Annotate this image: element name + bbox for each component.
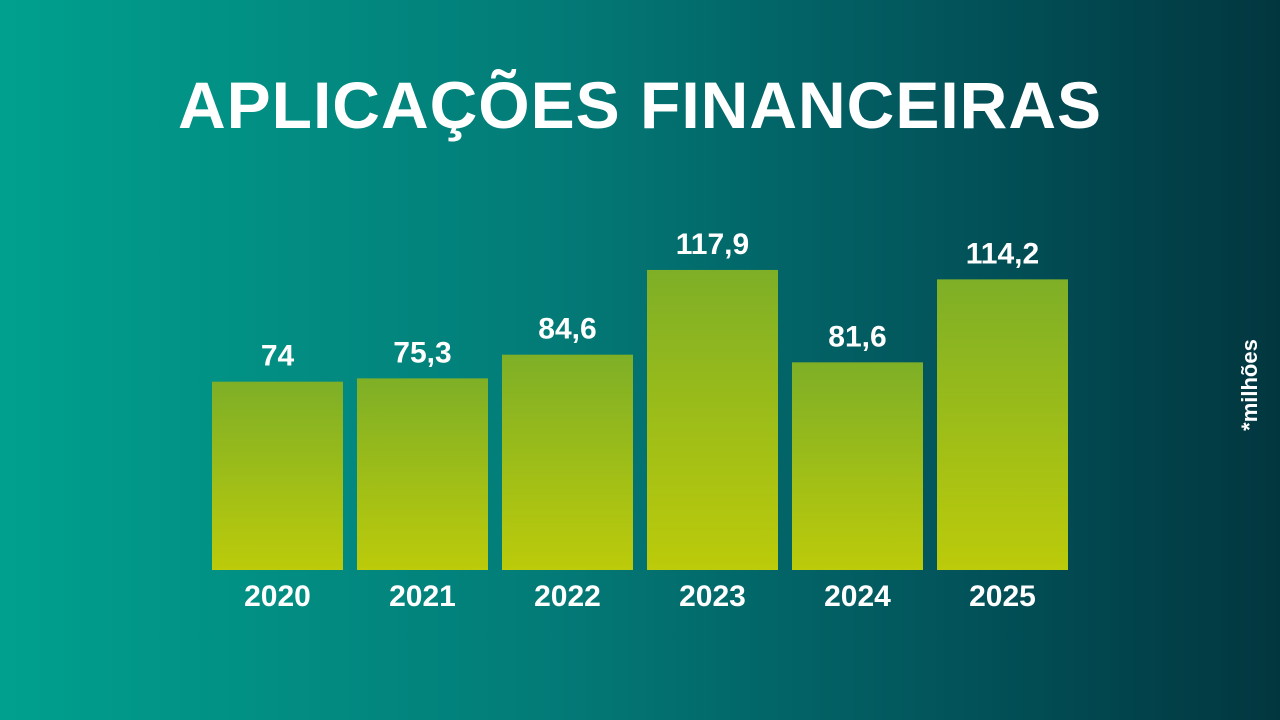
category-label-2022: 2022 (534, 580, 601, 613)
bar-2025 (937, 279, 1068, 570)
bar-2022 (502, 354, 633, 570)
category-label-2020: 2020 (244, 580, 311, 613)
unit-note: *milhões (1237, 339, 1262, 431)
value-label-2021: 75,3 (393, 336, 451, 369)
value-label-2022: 84,6 (538, 313, 596, 346)
category-label-2025: 2025 (969, 580, 1036, 613)
value-label-2020: 74 (261, 340, 295, 373)
value-label-2024: 81,6 (828, 320, 886, 353)
bar-2020 (212, 381, 343, 570)
bar-2023 (647, 269, 778, 570)
chart-title: APLICAÇÕES FINANCEIRAS (177, 68, 1103, 142)
value-label-2023: 117,9 (676, 228, 749, 261)
category-label-2023: 2023 (679, 580, 746, 613)
value-label-2025: 114,2 (966, 237, 1039, 270)
bars-group: 74 2020 75,3 2021 84,6 2022 117,9 2023 81,6 2024 1… (212, 228, 1068, 613)
bar-2021 (357, 378, 488, 570)
bar-2024 (792, 362, 923, 570)
category-label-2024: 2024 (824, 580, 891, 613)
category-label-2021: 2021 (389, 580, 456, 613)
